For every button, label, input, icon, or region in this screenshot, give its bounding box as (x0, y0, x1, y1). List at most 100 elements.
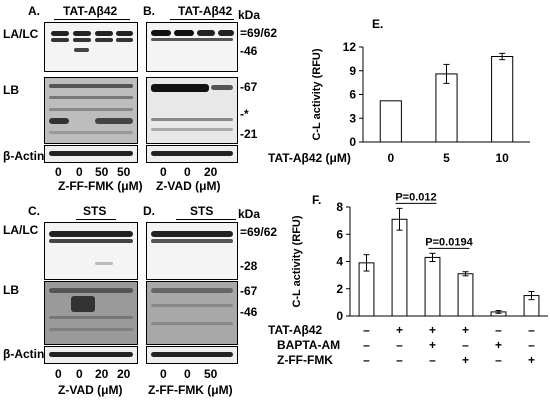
marker-bottom-28: -28 (240, 259, 258, 273)
panel-d-treatment: STS (190, 204, 214, 218)
panel-a-xlabel: Z-FF-FMK (μM) (58, 179, 143, 193)
panel-d-treatment-bar (176, 219, 236, 220)
panel-c-treatment-bar (76, 219, 116, 220)
blot-d-actin (146, 346, 238, 364)
blot-a-lalc (44, 22, 138, 72)
chart-f-condition-sign-1-1: – (396, 338, 403, 352)
kda-label-top: kDa (238, 8, 261, 22)
panel-b-letter: B. (143, 4, 155, 18)
panel-f-letter: F. (312, 193, 322, 207)
marker-top-67: -67 (240, 80, 258, 94)
marker-bottom-67: -67 (240, 284, 258, 298)
chart-e-ytick-label-1: 3 (349, 111, 356, 125)
blot-b-actin (146, 145, 238, 163)
panel-b-xlabel: Z-VAD (μM) (156, 179, 221, 193)
chart-f-condition-sign-2-4: – (495, 353, 502, 367)
marker-top-star: -* (240, 107, 249, 121)
marker-bottom-46: -46 (240, 305, 258, 319)
marker-bottom-69-62: =69/62 (240, 225, 278, 239)
blot-b-lb (146, 77, 238, 144)
chart-f-condition-sign-1-0: – (363, 338, 370, 352)
chart-f-condition-sign-0-4: – (495, 323, 502, 337)
chart-f-condition-sign-2-0: – (363, 353, 370, 367)
chart-e-xlabel: TAT-Aβ42 (μM) (268, 151, 351, 165)
chart-f-annotation-0: P=0.012 (395, 191, 436, 203)
panel-b-lane-2: 0 (184, 165, 191, 179)
blot-d-lalc (146, 222, 238, 280)
lb-label-bottom: LB (3, 283, 19, 297)
chart-e-ytick-label-4: 12 (343, 40, 357, 54)
chart-f-condition-sign-1-2: + (429, 338, 436, 352)
blot-b-lalc (146, 22, 238, 72)
panel-c-lane-1: 0 (55, 367, 62, 381)
chart-f-ytick-label-4: 8 (336, 200, 343, 214)
chart-f-condition-sign-1-3: – (462, 338, 469, 352)
panel-d-lane-2: 0 (184, 367, 191, 381)
panel-a-lane-2: 0 (76, 165, 83, 179)
panel-a-treatment-bar (54, 19, 130, 20)
lalc-label-top: LA/LC (3, 27, 39, 41)
chart-f-condition-sign-2-5: + (528, 353, 535, 367)
chart-f-bar-2 (424, 256, 441, 317)
panel-b-treatment-bar (170, 19, 234, 20)
panel-c-xlabel: Z-VAD (μM) (58, 383, 123, 397)
chart-e-bar-0 (379, 100, 402, 143)
chart-e-ytick-label-2: 6 (349, 88, 356, 102)
blot-c-actin (44, 346, 138, 364)
kda-label-bottom: kDa (238, 207, 261, 221)
chart-f-condition-label-2: Z-FF-FMK (277, 353, 333, 367)
panel-a-lane-1: 0 (55, 165, 62, 179)
chart-f-condition-label-0: TAT-Aβ42 (268, 323, 323, 337)
panel-d-lane-3: 50 (204, 367, 218, 381)
panel-c-lane-2: 0 (76, 367, 83, 381)
panel-b-lane-1: 0 (160, 165, 167, 179)
chart-f-condition-sign-2-3: + (462, 353, 469, 367)
chart-f-condition-sign-0-1: + (396, 323, 403, 337)
blot-c-lb (44, 281, 138, 345)
lalc-label-bottom: LA/LC (3, 223, 39, 237)
panel-d-xlabel: Z-FF-FMK (μM) (148, 383, 233, 397)
panel-e-letter: E. (372, 17, 384, 31)
chart-f-condition-sign-1-5: – (528, 338, 535, 352)
chart-e-ylabel: C-L activity (RFU) (311, 48, 323, 140)
marker-top-46: -46 (240, 44, 258, 58)
chart-e-ytick-label-0: 0 (349, 135, 356, 149)
panel-a-letter: A. (28, 4, 40, 18)
chart-e-xtick-label-1: 5 (443, 151, 450, 165)
chart-f-condition-sign-0-0: – (363, 323, 370, 337)
chart-f-condition-sign-0-3: + (462, 323, 469, 337)
chart-f-bar-1 (391, 218, 408, 317)
chart-f-ytick-label-3: 6 (336, 227, 343, 241)
panel-a-lane-4: 50 (117, 165, 131, 179)
chart-f-condition-label-1: BAPTA-AM (277, 338, 340, 352)
blot-d-lb (146, 281, 238, 345)
panel-c-lane-4: 20 (117, 367, 131, 381)
chart-f-condition-sign-1-4: + (495, 338, 502, 352)
panel-b-treatment: TAT-Aβ42 (178, 4, 233, 18)
panel-a-treatment: TAT-Aβ42 (63, 4, 118, 18)
blot-a-actin (44, 145, 138, 163)
panel-c-treatment: STS (83, 204, 107, 218)
chart-f-ytick-label-1: 2 (336, 282, 343, 296)
marker-top-69-62: =69/62 (240, 26, 278, 40)
panel-d-letter: D. (143, 204, 155, 218)
marker-top-21: -21 (240, 127, 258, 141)
chart-f-bar-3 (457, 273, 474, 317)
chart-f-ytick-label-2: 4 (336, 255, 343, 269)
actin-label-bottom: β-Actin (3, 347, 45, 361)
chart-f-condition-sign-2-1: – (396, 353, 403, 367)
actin-label-top: β-Actin (3, 149, 45, 163)
panel-c-letter: C. (28, 204, 40, 218)
lb-label-top: LB (3, 83, 19, 97)
chart-f-condition-sign-0-2: + (429, 323, 436, 337)
chart-f-annotation-1: P=0.0194 (425, 236, 473, 248)
chart-f-condition-sign-0-5: – (528, 323, 535, 337)
chart-e-ytick-label-3: 9 (349, 64, 356, 78)
blot-c-lalc (44, 222, 138, 280)
panel-b-lane-3: 20 (204, 165, 218, 179)
chart-f-ylabel: C-L activity (RFU) (291, 215, 303, 307)
panel-c-lane-3: 20 (95, 367, 109, 381)
panel-d-lane-1: 0 (160, 367, 167, 381)
